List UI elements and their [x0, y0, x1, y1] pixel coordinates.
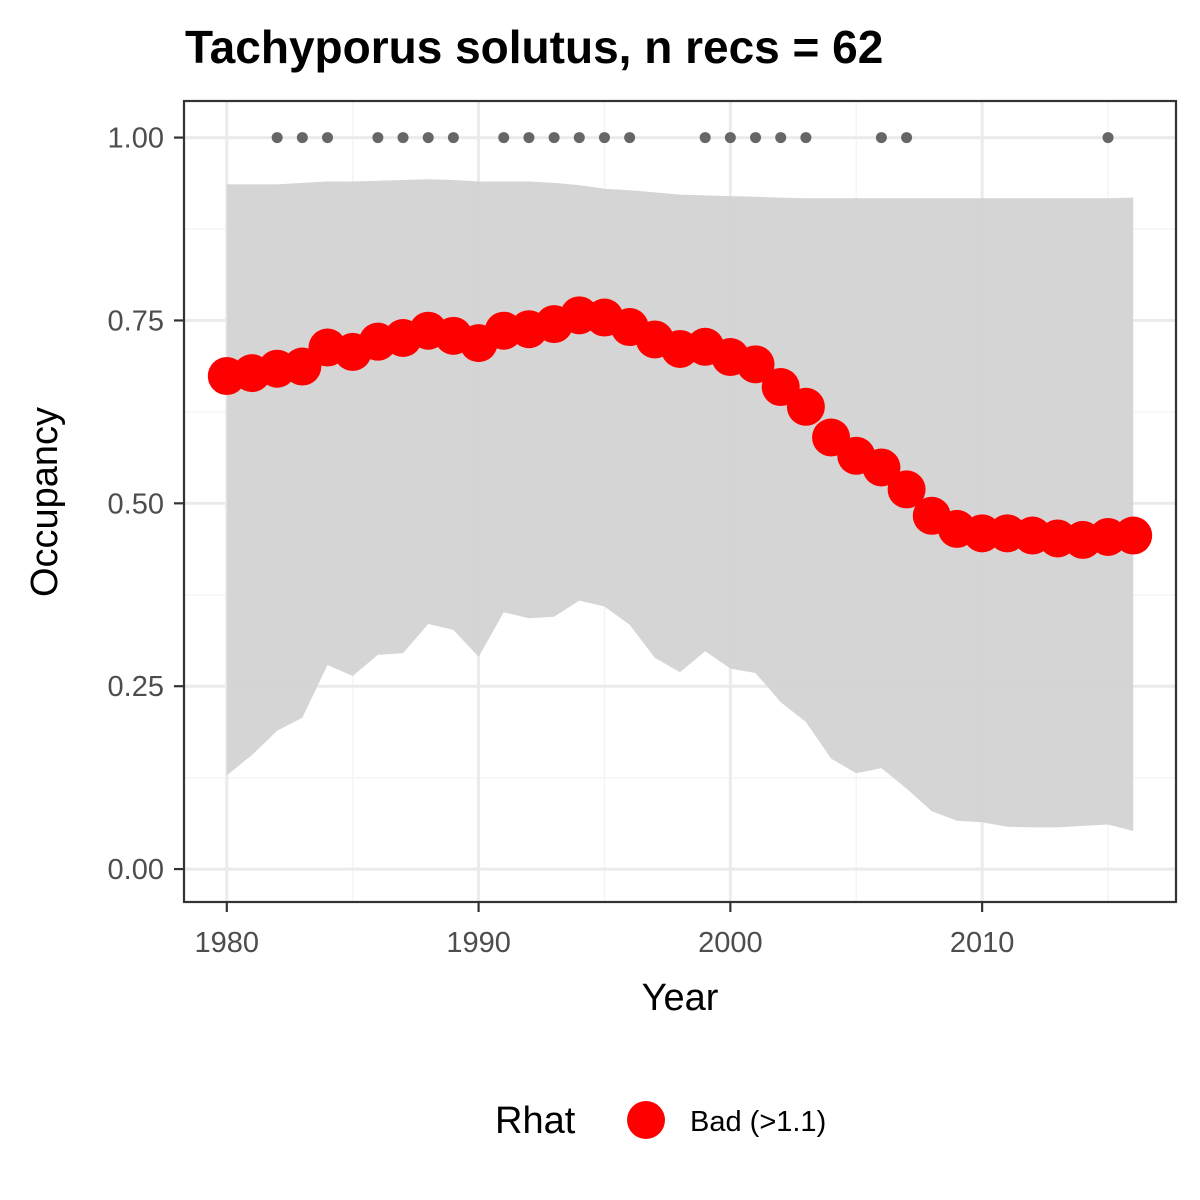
- occupancy-point: [1114, 516, 1153, 555]
- record-dot: [296, 132, 308, 144]
- record-dots: [271, 132, 1114, 144]
- record-dot: [372, 132, 384, 144]
- record-dot: [573, 132, 585, 144]
- occupancy-point: [887, 470, 926, 509]
- record-dot: [422, 132, 434, 144]
- record-dot: [598, 132, 610, 144]
- occupancy-point: [736, 345, 775, 384]
- record-dot: [875, 132, 887, 144]
- y-axis: 0.00 0.25 0.50 0.75 1.00: [108, 123, 184, 886]
- record-dot: [724, 132, 736, 144]
- legend-key-bad: [627, 1101, 665, 1139]
- legend-label-bad: Bad (>1.1): [690, 1106, 826, 1138]
- y-tick-label: 0.25: [108, 671, 164, 703]
- x-tick-label: 1980: [195, 927, 260, 959]
- plot-panel: [182, 99, 1178, 904]
- record-dot: [624, 132, 636, 144]
- record-dot: [498, 132, 510, 144]
- record-dot: [271, 132, 283, 144]
- occupancy-point: [786, 387, 825, 426]
- y-axis-title: Occupancy: [24, 407, 66, 597]
- record-dot: [750, 132, 762, 144]
- record-dot: [548, 132, 560, 144]
- record-dot: [699, 132, 711, 144]
- occupancy-point: [862, 448, 901, 487]
- x-tick-label: 2010: [950, 927, 1015, 959]
- panel-border: [182, 99, 1178, 904]
- legend: Rhat Bad (>1.1): [495, 1100, 826, 1142]
- record-dot: [901, 132, 913, 144]
- x-axis-title: Year: [642, 977, 719, 1019]
- record-dot: [800, 132, 812, 144]
- record-dot: [322, 132, 334, 144]
- y-tick-label: 0.50: [108, 488, 164, 520]
- occupancy-points: [207, 296, 1153, 559]
- x-tick-label: 2000: [698, 927, 763, 959]
- record-dot: [447, 132, 459, 144]
- y-tick-label: 0.00: [108, 854, 164, 886]
- record-dot: [1102, 132, 1114, 144]
- y-tick-label: 1.00: [108, 123, 164, 155]
- y-tick-label: 0.75: [108, 305, 164, 337]
- legend-title: Rhat: [495, 1100, 576, 1142]
- x-axis: 1980 1990 2000 2010: [195, 902, 1015, 959]
- x-tick-label: 1990: [446, 927, 511, 959]
- record-dot: [775, 132, 787, 144]
- record-dot: [397, 132, 409, 144]
- chart-title: Tachyporus solutus, n recs = 62: [185, 21, 883, 73]
- record-dot: [523, 132, 535, 144]
